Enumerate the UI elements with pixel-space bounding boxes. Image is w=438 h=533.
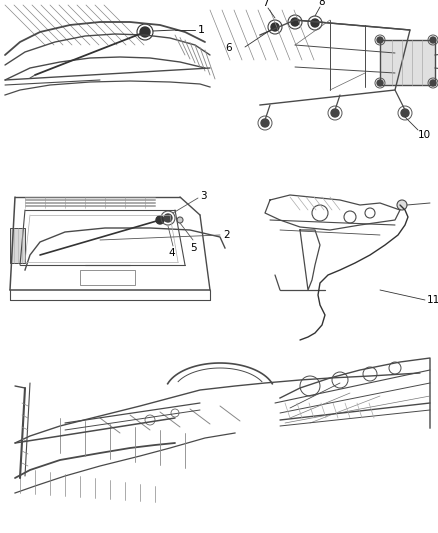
- Text: 2: 2: [223, 230, 230, 240]
- Text: 8: 8: [318, 0, 325, 7]
- Circle shape: [271, 23, 279, 31]
- Text: 10: 10: [418, 130, 431, 140]
- Bar: [80, 270, 135, 285]
- Text: 5: 5: [190, 243, 197, 253]
- Bar: [10, 228, 25, 263]
- Bar: [380, 40, 435, 85]
- Circle shape: [261, 119, 269, 127]
- Circle shape: [311, 19, 319, 27]
- Circle shape: [140, 27, 150, 37]
- Circle shape: [377, 37, 383, 43]
- Circle shape: [430, 37, 436, 43]
- Circle shape: [401, 109, 409, 117]
- Circle shape: [164, 214, 172, 222]
- Text: 1: 1: [198, 25, 205, 35]
- Circle shape: [177, 217, 183, 223]
- Text: 11: 11: [427, 295, 438, 305]
- Circle shape: [377, 80, 383, 86]
- Circle shape: [331, 109, 339, 117]
- Circle shape: [291, 18, 299, 26]
- Circle shape: [430, 80, 436, 86]
- Circle shape: [397, 200, 407, 210]
- Text: 6: 6: [225, 43, 232, 53]
- Text: 4: 4: [168, 248, 175, 258]
- Text: 3: 3: [200, 191, 207, 201]
- Circle shape: [156, 216, 164, 224]
- Text: 7: 7: [262, 0, 268, 8]
